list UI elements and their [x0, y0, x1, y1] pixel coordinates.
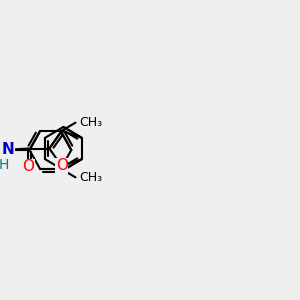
- Text: N: N: [1, 142, 14, 158]
- Text: H: H: [0, 158, 9, 172]
- Text: CH₃: CH₃: [79, 116, 102, 129]
- Text: O: O: [22, 159, 34, 174]
- Text: CH₃: CH₃: [79, 171, 102, 184]
- Text: O: O: [56, 158, 68, 173]
